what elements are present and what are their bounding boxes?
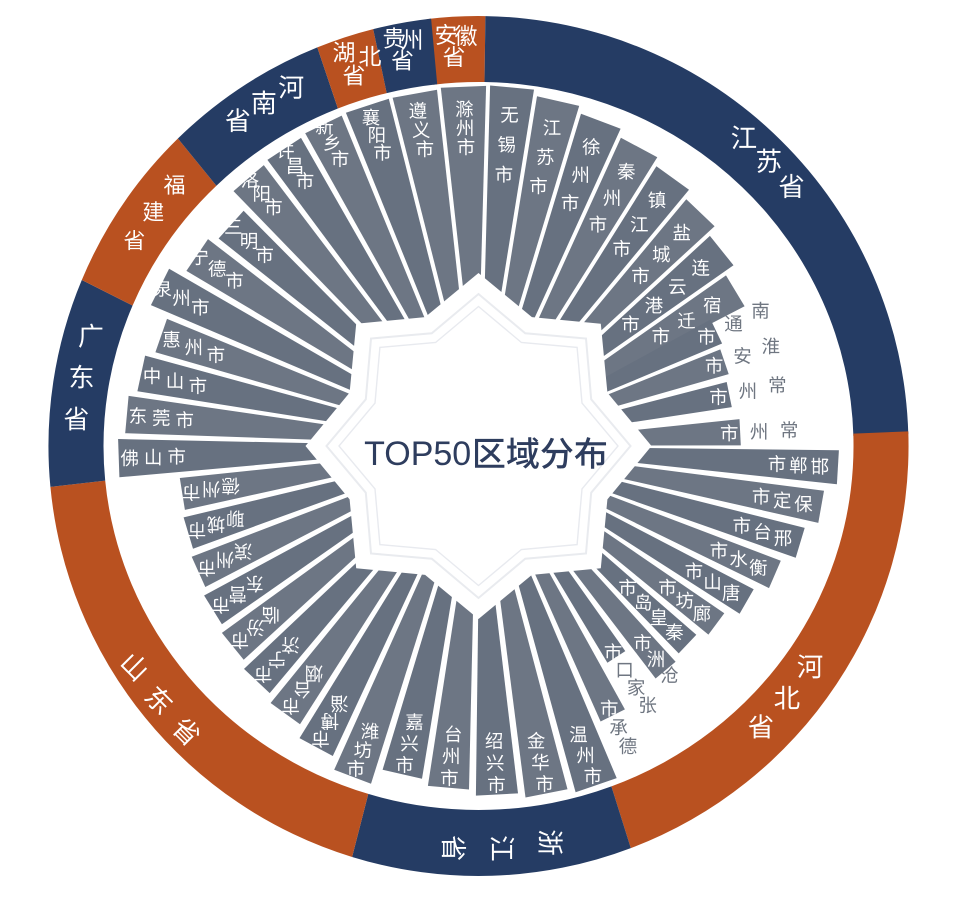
svg-text:TOP50: TOP50 [364, 435, 471, 473]
